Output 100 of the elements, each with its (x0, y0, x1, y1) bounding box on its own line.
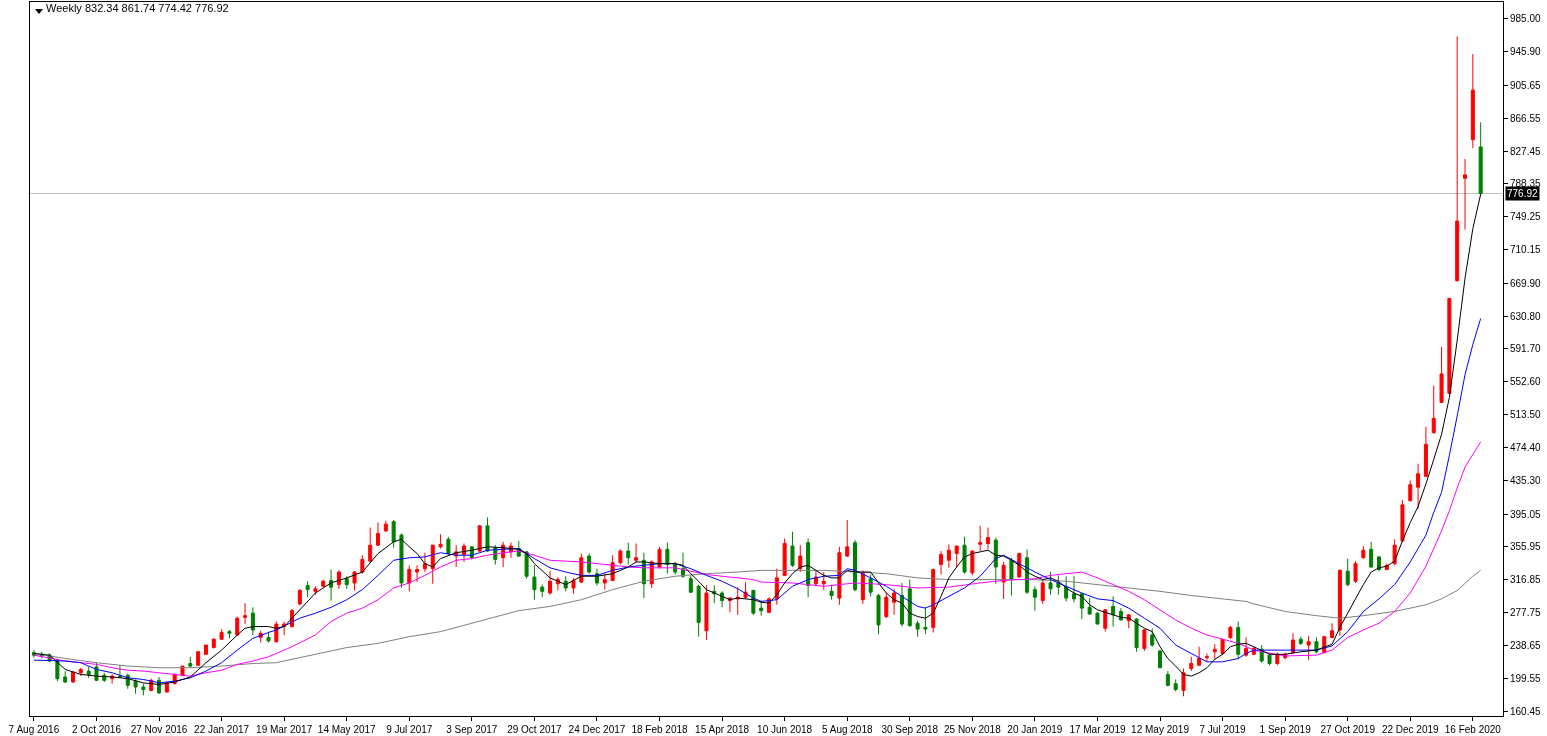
candlestick (1165, 670, 1170, 687)
candlestick (376, 521, 381, 547)
candlestick (1447, 297, 1452, 395)
candlestick (360, 554, 365, 575)
candlestick (993, 537, 998, 585)
candlestick (1072, 575, 1077, 603)
candlestick (939, 550, 944, 576)
candlestick (1306, 635, 1311, 661)
candlestick (548, 570, 553, 596)
candlestick (626, 542, 631, 565)
x-tick-label: 18 Feb 2018 (631, 724, 689, 735)
candlestick (759, 600, 764, 617)
candlestick (618, 548, 623, 565)
x-tick-label: 7 Aug 2016 (8, 724, 60, 735)
candlestick (383, 520, 388, 533)
candlestick (782, 537, 787, 577)
x-tick-label: 7 Jul 2019 (1199, 724, 1247, 735)
candlestick (1181, 668, 1186, 697)
candlestick (1345, 558, 1350, 587)
candlestick (1337, 569, 1342, 637)
candlestick (798, 544, 803, 573)
x-tick-label: 19 Mar 2017 (256, 724, 313, 735)
candlestick (477, 524, 482, 553)
candlestick (1032, 585, 1037, 612)
candlestick (1173, 678, 1178, 692)
candlestick (235, 616, 240, 637)
x-tick-label: 17 Mar 2019 (1069, 724, 1126, 735)
candlestick (211, 637, 216, 649)
candlestick (266, 631, 271, 644)
candlestick (422, 552, 427, 573)
candlestick (602, 573, 607, 591)
candlestick (1079, 592, 1084, 620)
candlestick (141, 683, 146, 696)
candlestick (985, 527, 990, 550)
candlestick (219, 628, 224, 641)
y-tick-label: 669.90 (1510, 277, 1542, 289)
line-series (33, 193, 1482, 686)
candlestick (203, 644, 208, 656)
candlestick (1236, 621, 1241, 660)
candlestick (1189, 656, 1194, 672)
candlestick (250, 606, 255, 636)
y-tick-label: 277.75 (1510, 607, 1542, 619)
candlestick (297, 588, 302, 607)
x-tick-label: 27 Oct 2019 (1320, 724, 1376, 735)
candlestick (821, 571, 826, 591)
y-tick-label: 905.65 (1510, 79, 1542, 91)
candlestick (1455, 35, 1460, 283)
ref-line-label: 776.92 (1507, 188, 1539, 199)
candlestick (1111, 595, 1116, 628)
candlestick (962, 536, 967, 575)
candlestick (391, 519, 396, 549)
candlestick (1001, 561, 1006, 600)
x-tick-label: 15 Apr 2018 (695, 724, 750, 735)
y-tick-label: 985.00 (1510, 13, 1542, 25)
y-tick-label: 552.60 (1510, 376, 1542, 388)
x-tick-label: 1 Sep 2019 (1259, 724, 1312, 735)
candlestick (1408, 480, 1413, 503)
candlestick (407, 564, 412, 592)
candlestick (946, 543, 951, 569)
candlestick (1353, 560, 1358, 584)
candlestick (415, 564, 420, 583)
candlestick (196, 650, 201, 667)
x-tick-label: 30 Sep 2018 (881, 724, 939, 735)
candlestick (1361, 545, 1366, 560)
candlestick (1009, 557, 1014, 597)
candlestick (133, 678, 138, 695)
candlestick (1431, 385, 1436, 435)
candlestick (899, 582, 904, 628)
candlestick (1298, 636, 1303, 646)
candlestick (1439, 346, 1444, 404)
x-tick-label: 2 Oct 2016 (72, 724, 122, 735)
candlestick (1212, 643, 1217, 660)
y-tick-label: 160.45 (1510, 705, 1542, 717)
candlestick (78, 667, 83, 677)
y-tick-label: 788.35 (1510, 178, 1542, 190)
candlestick (63, 670, 68, 684)
candlestick (978, 525, 983, 552)
line-series (33, 441, 1482, 677)
candlestick (657, 546, 662, 570)
y-tick-label: 945.90 (1510, 46, 1542, 58)
candlestick (1087, 597, 1092, 616)
candlestick (907, 579, 912, 628)
candlestick (1267, 652, 1272, 666)
candlestick (634, 542, 639, 564)
candlestick (227, 629, 232, 639)
candlestick (336, 569, 341, 590)
candlestick (305, 580, 310, 598)
candlestick (1478, 121, 1483, 197)
candlestick (790, 531, 795, 568)
x-tick-label: 27 Nov 2016 (130, 724, 188, 735)
candlestick (1103, 608, 1108, 633)
x-tick-label: 25 Nov 2018 (943, 724, 1002, 735)
x-tick-label: 29 Oct 2017 (507, 724, 563, 735)
candlestick (688, 574, 693, 594)
candlestick (1416, 463, 1421, 510)
candlestick (399, 532, 404, 589)
x-tick-label: 22 Jan 2017 (194, 724, 250, 735)
candlestick (1423, 426, 1428, 478)
candlestick (1330, 622, 1335, 639)
candlestick (845, 519, 850, 558)
